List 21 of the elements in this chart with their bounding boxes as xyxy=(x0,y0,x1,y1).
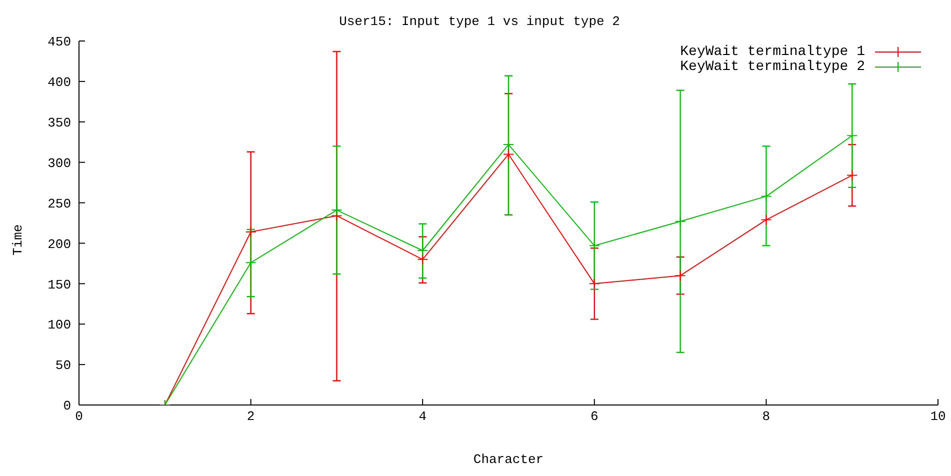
y-tick-label: 450 xyxy=(48,34,71,50)
x-tick-label: 2 xyxy=(246,409,255,424)
x-tick-label: 6 xyxy=(590,409,598,424)
y-axis-title: Time xyxy=(10,224,26,256)
y-tick-label: 400 xyxy=(48,75,71,90)
y-tick-label: 200 xyxy=(48,236,71,252)
y-tick-label: 350 xyxy=(48,116,71,131)
y-tick-label: 300 xyxy=(48,156,71,171)
y-tick-label: 100 xyxy=(48,318,71,333)
x-tick-label: 8 xyxy=(762,409,770,424)
y-tick-label: 250 xyxy=(48,196,71,212)
x-tick-label: 4 xyxy=(418,409,427,424)
y-tick-label: 50 xyxy=(55,358,71,374)
chart-title: User15: Input type 1 vs input type 2 xyxy=(338,14,621,29)
legend-label: KeyWait terminaltype 2 xyxy=(680,58,865,74)
y-tick-label: 0 xyxy=(63,398,71,414)
x-tick-label: 0 xyxy=(75,409,83,424)
x-tick-label: 10 xyxy=(930,409,946,424)
x-axis-title: Character xyxy=(472,452,545,467)
legend-label: KeyWait terminaltype 1 xyxy=(680,44,865,60)
y-tick-label: 150 xyxy=(48,277,71,292)
